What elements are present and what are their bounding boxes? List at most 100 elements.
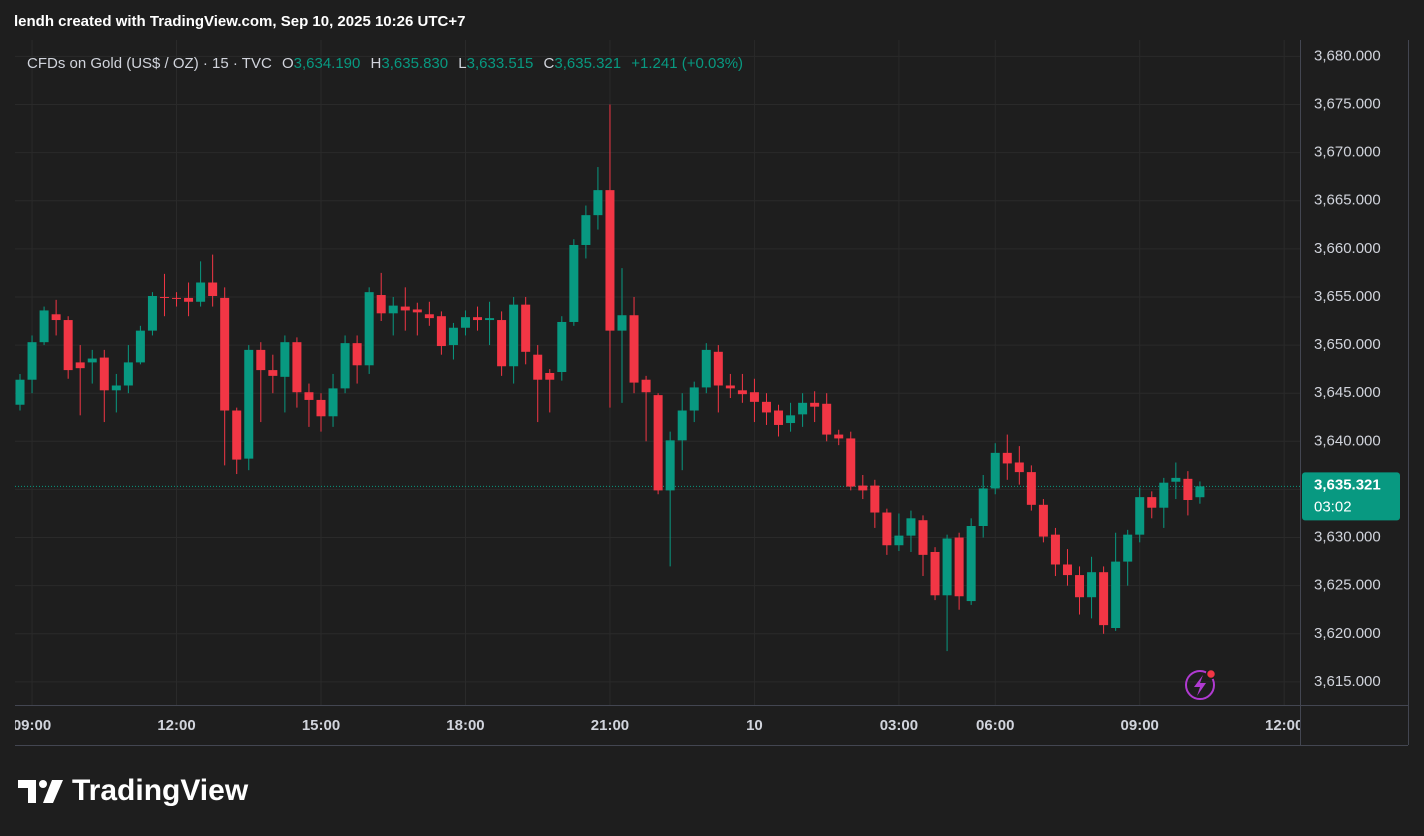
candle-body [1050, 534, 1060, 565]
candle-body [1147, 497, 1157, 508]
candles [15, 104, 1205, 652]
y-tick-label: 3,630.000 [1314, 529, 1381, 546]
y-tick-label: 3,670.000 [1314, 144, 1381, 161]
candle-body [485, 318, 495, 321]
candle-body [1171, 477, 1181, 482]
candle-body [436, 316, 446, 347]
candle-body [39, 310, 49, 343]
legend-label: H [371, 55, 382, 72]
legend-label: O [282, 55, 294, 72]
candle-body [220, 297, 230, 411]
candle-body [352, 343, 362, 366]
x-tick-label: 03:00 [880, 717, 918, 734]
candle-body [581, 215, 591, 245]
alert-dot [1205, 668, 1217, 680]
candle-body [954, 537, 964, 597]
candle-body [448, 327, 458, 346]
candle-body [846, 438, 856, 487]
candle-body [569, 244, 579, 322]
legend-label: C [544, 55, 555, 72]
y-tick-label: 3,650.000 [1314, 336, 1381, 353]
candle-body [196, 282, 206, 302]
candle-body [400, 306, 410, 311]
candle-body [653, 395, 663, 491]
candle-body [1002, 452, 1012, 464]
candle-body [894, 535, 904, 546]
candle-body [545, 372, 555, 380]
candle-body [1111, 561, 1121, 629]
candle-body [268, 370, 278, 376]
candle-body [1014, 462, 1024, 473]
candle-body [412, 309, 422, 313]
candle-body [701, 349, 711, 388]
candle-body [557, 321, 567, 373]
candle-body [1159, 482, 1169, 508]
last-price-label: 3,635.321 [1314, 476, 1381, 493]
candle-body [232, 410, 242, 460]
candle-body [388, 305, 398, 314]
y-tick-label: 3,680.000 [1314, 47, 1381, 64]
candle-body [292, 342, 302, 393]
candle-body [424, 314, 434, 319]
candle-body [978, 488, 988, 526]
candle-body [51, 314, 61, 321]
candle-body [942, 538, 952, 596]
candle-body [256, 349, 266, 371]
x-tick-label: 09:00 [1121, 717, 1159, 734]
candle-body [1099, 572, 1109, 626]
alert-icon[interactable] [1185, 668, 1217, 700]
candle-body [906, 518, 916, 536]
candle-body [1026, 472, 1036, 505]
y-tick-label: 3,655.000 [1314, 288, 1381, 305]
candle-body [605, 190, 615, 331]
candle-body [280, 342, 290, 377]
x-tick-label: 15:00 [302, 717, 340, 734]
y-tick-label: 3,675.000 [1314, 95, 1381, 112]
candle-body [111, 385, 121, 391]
candle-body [966, 525, 976, 602]
x-tick-label: 21:00 [591, 717, 629, 734]
candle-body [473, 317, 483, 321]
candle-body [147, 295, 157, 331]
candle-body [749, 392, 759, 402]
candle-body [509, 304, 519, 367]
candle-body [930, 551, 940, 596]
candle-body [689, 387, 699, 411]
candle-body [1123, 534, 1133, 562]
candle-body [27, 342, 37, 380]
candle-body [340, 343, 350, 389]
countdown-label: 03:02 [1314, 498, 1352, 515]
candle-body [1183, 478, 1193, 501]
legend-symbol: CFDs on Gold (US$ / OZ) · 15 · TVC [27, 55, 272, 72]
y-tick-label: 3,620.000 [1314, 625, 1381, 642]
candle-body [376, 295, 386, 314]
candle-body [75, 362, 85, 369]
candle-body [364, 292, 374, 366]
y-tick-label: 3,615.000 [1314, 673, 1381, 690]
brand-name: TradingView [72, 774, 249, 807]
candle-body [460, 317, 470, 328]
y-tick-label: 3,665.000 [1314, 192, 1381, 209]
legend-label: L [458, 55, 466, 72]
x-tick-label: 12:00 [1265, 717, 1303, 734]
alert-ring [1185, 670, 1215, 700]
candle-body [87, 358, 97, 363]
candle-body [1195, 486, 1205, 498]
candle-body [15, 379, 25, 405]
last-price-box [1302, 472, 1400, 521]
candle-body [63, 320, 73, 371]
candle-body [135, 330, 145, 363]
brand-logo: TradingView [18, 774, 249, 807]
candle-body [617, 315, 627, 331]
x-tick-label: 18:00 [446, 717, 484, 734]
candle-body [304, 392, 314, 400]
candle-body [737, 390, 747, 395]
candle-body [918, 520, 928, 555]
candle-body [244, 349, 254, 459]
candle-body [1075, 575, 1085, 598]
logo-mark [43, 780, 63, 803]
candle-body [521, 304, 531, 352]
candle-body [497, 320, 507, 367]
x-tick-label: 06:00 [976, 717, 1014, 734]
